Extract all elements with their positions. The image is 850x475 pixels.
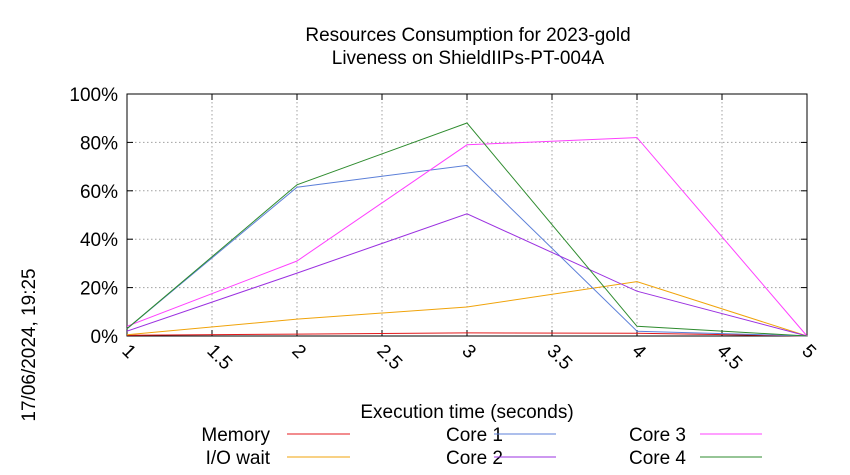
chart-title-line-2: Liveness on ShieldIIPs-PT-004A xyxy=(332,48,605,69)
x-tick-label: 3.5 xyxy=(542,341,576,375)
series-line-core-3 xyxy=(126,137,808,337)
legend-label-memory: Memory xyxy=(201,425,270,446)
x-tick-label: 4 xyxy=(627,341,650,364)
x-tick-label: 3 xyxy=(457,341,479,363)
legend-label-core-1: Core 1 xyxy=(446,425,503,446)
y-axis-tick-labels: 0% 20% 40% 60% 80% 100% xyxy=(69,85,118,348)
x-tick-label: 2.5 xyxy=(372,341,406,375)
legend-label-i-o-wait: I/O wait xyxy=(206,448,271,469)
x-tick-label: 4.5 xyxy=(712,341,746,375)
series-line-memory xyxy=(126,332,808,337)
series-line-core-2 xyxy=(126,213,808,337)
x-tick-label: 1.5 xyxy=(202,341,236,375)
chart-title: Resources Consumption for 2023-gold Live… xyxy=(305,25,630,69)
series-line-i-o-wait xyxy=(126,281,808,337)
y-tick-label: 40% xyxy=(80,230,118,251)
y-tick-label: 60% xyxy=(80,182,118,203)
x-tick-label: 2 xyxy=(287,341,309,363)
y-tick-label: 100% xyxy=(69,85,118,106)
y-tick-label: 20% xyxy=(80,279,118,300)
legend-label-core-3: Core 3 xyxy=(629,425,686,446)
x-tick-label: 5 xyxy=(797,341,819,363)
x-tick-label: 1 xyxy=(117,341,139,363)
timestamp-label: 17/06/2024, 19:25 xyxy=(19,268,40,421)
y-tick-label: 0% xyxy=(91,327,119,348)
grid xyxy=(127,94,807,336)
series-lines xyxy=(126,122,808,337)
legend-label-core-2: Core 2 xyxy=(446,448,503,469)
legend-label-core-4: Core 4 xyxy=(629,448,686,469)
chart-title-line-1: Resources Consumption for 2023-gold xyxy=(305,25,630,46)
series-line-core-1 xyxy=(126,164,808,337)
y-tick-label: 80% xyxy=(80,133,118,154)
x-axis-label: Execution time (seconds) xyxy=(360,402,573,423)
x-axis-tick-labels: 1 1.5 2 2.5 3 3.5 4 4.5 5 xyxy=(117,341,819,375)
series-line-core-4 xyxy=(126,122,808,337)
